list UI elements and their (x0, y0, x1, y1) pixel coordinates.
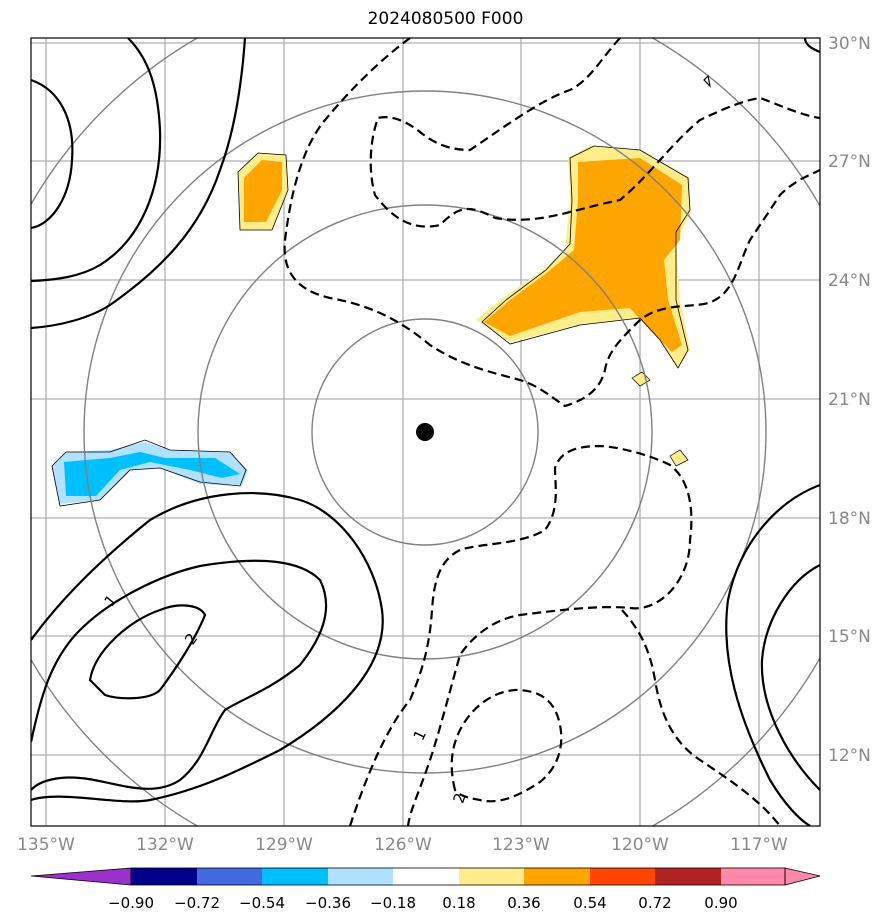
colorbar-extend-min (30, 867, 132, 886)
positive-anomaly-region-nw (237, 152, 289, 231)
colorbar-bin (262, 868, 328, 885)
colorbar-extend-max (784, 867, 821, 886)
lon-label: 117°W (730, 835, 788, 855)
contour-label: 2 (449, 791, 469, 806)
lon-label: 129°W (255, 835, 313, 855)
lat-label: 21°N (828, 390, 871, 410)
lat-label: 30°N (828, 34, 871, 54)
lat-label: 12°N (828, 746, 871, 766)
colorbar-bin (590, 868, 655, 885)
colorbar-bin (655, 868, 721, 885)
colorbar-bin (328, 868, 393, 885)
gridlines (31, 38, 820, 826)
colorbar-bin (721, 868, 785, 885)
colorbar-bin (131, 868, 197, 885)
colorbar-bin (524, 868, 590, 885)
positive-anomaly-region-ne (476, 145, 691, 467)
colorbar-label: 0.90 (704, 894, 737, 912)
colorbar-label: 0.18 (442, 894, 475, 912)
colorbar-bin (393, 868, 459, 885)
contour-label: 1 (410, 727, 430, 743)
lon-label: 132°W (136, 835, 194, 855)
lon-label: 126°W (374, 835, 432, 855)
lon-label: 120°W (611, 835, 669, 855)
map-frame (30, 37, 821, 827)
colorbar-label: −0.36 (305, 894, 351, 912)
lat-label: 24°N (828, 271, 871, 291)
dashed-contours (283, 38, 820, 826)
colorbar: −0.90 −0.72 −0.54 −0.36 −0.18 0.18 0.36 … (30, 867, 821, 912)
colorbar-bin (197, 868, 262, 885)
colorbar-label: −0.18 (370, 894, 416, 912)
colorbar-label: 0.72 (638, 894, 671, 912)
colorbar-bin (459, 868, 524, 885)
colorbar-frame (130, 867, 786, 886)
colorbar-label: −0.90 (108, 894, 154, 912)
lat-label: 18°N (828, 509, 871, 529)
storm-center-marker (416, 423, 434, 441)
colorbar-label: −0.72 (174, 894, 220, 912)
latitude-labels: 30°N 27°N 24°N 21°N 18°N 15°N 12°N (828, 34, 871, 766)
colorbar-label: −0.54 (239, 894, 285, 912)
lat-label: 27°N (828, 152, 871, 172)
solid-contours (31, 38, 820, 826)
colorbar-label: 0.36 (507, 894, 540, 912)
colorbar-label: 0.54 (573, 894, 606, 912)
contour-label: 2 (181, 630, 201, 648)
lat-label: 15°N (828, 627, 871, 647)
range-rings (31, 38, 820, 826)
contour-label: 1 (101, 591, 121, 610)
lon-label: 123°W (492, 835, 550, 855)
map-title: 2024080500 F000 (367, 9, 524, 29)
lon-label: 135°W (17, 835, 75, 855)
longitude-labels: 135°W 132°W 129°W 126°W 123°W 120°W 117°… (17, 835, 788, 855)
